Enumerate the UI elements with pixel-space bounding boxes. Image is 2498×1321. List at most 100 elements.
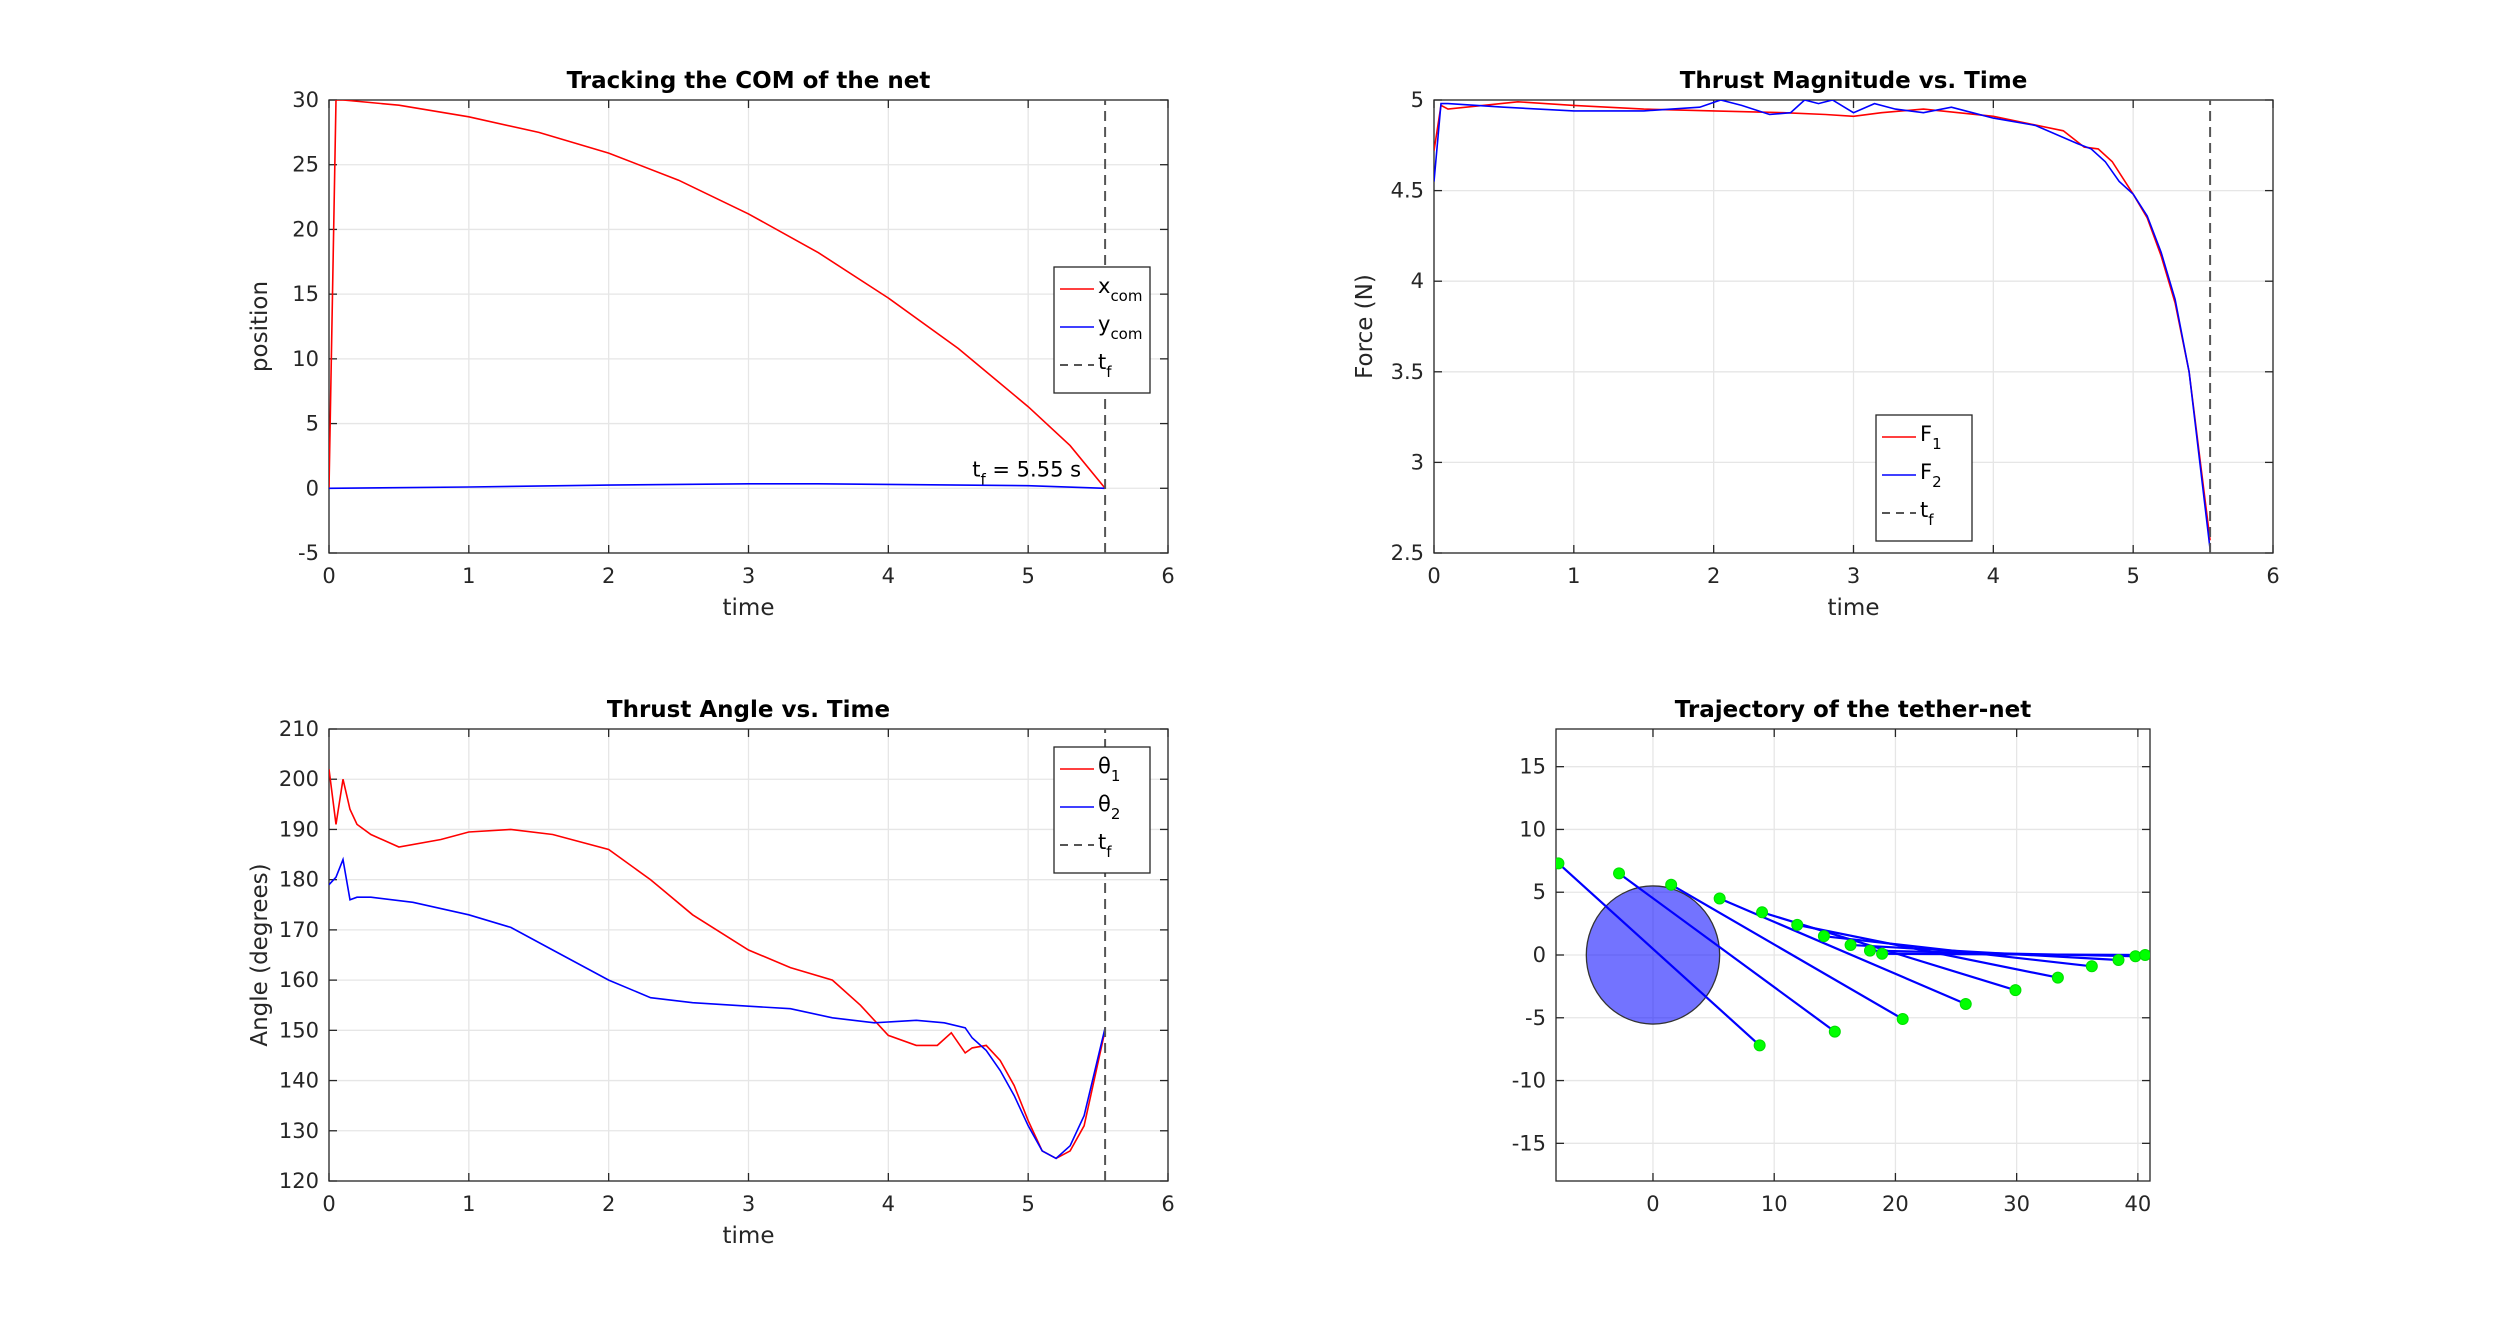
x-tick-label: 5 bbox=[1021, 1192, 1034, 1216]
chart-panel-2: 0 1 2 3 4 5 6 2.5 3 3.5 4 4.5 5 Thrust Magnitude vs. … bbox=[1352, 68, 2280, 621]
y-tick-label: 5 bbox=[306, 412, 319, 436]
net-node-point bbox=[1753, 1039, 1766, 1052]
x-axis-label: time bbox=[723, 595, 775, 621]
y-tick-label: 10 bbox=[1519, 817, 1546, 841]
y-tick-label: 10 bbox=[292, 347, 319, 371]
legend-box bbox=[1875, 414, 1973, 542]
plot-area bbox=[1434, 100, 2212, 553]
tf-annotation: tf = 5.55 s bbox=[972, 458, 1081, 489]
x-tick-label: 0 bbox=[322, 564, 335, 588]
grid bbox=[328, 728, 1169, 1182]
y-tick-label: 170 bbox=[279, 918, 319, 942]
y-tick-label: 3 bbox=[1411, 450, 1424, 474]
y-tick-label: -5 bbox=[298, 541, 319, 565]
x-tick-label: 6 bbox=[1161, 564, 1174, 588]
y-tick-label: 5 bbox=[1533, 880, 1546, 904]
net-node-point bbox=[1876, 947, 1889, 960]
x-tick-label: 0 bbox=[1646, 1192, 1659, 1216]
series-line-f-2 bbox=[1434, 100, 2211, 550]
x-tick-label: 4 bbox=[1987, 564, 2000, 588]
x-tick-label: 2 bbox=[602, 564, 615, 588]
plot-area bbox=[329, 100, 1107, 553]
legend-entry: tf bbox=[1098, 830, 1112, 861]
y-tick-label: 2.5 bbox=[1391, 541, 1424, 565]
grid bbox=[328, 99, 1169, 554]
legend-entry: θ2 bbox=[1098, 792, 1120, 823]
x-axis-label: time bbox=[1828, 595, 1880, 621]
tether-line bbox=[1882, 952, 2146, 957]
legend: θ1 θ2 tf bbox=[1053, 746, 1151, 874]
y-tick-label: 180 bbox=[279, 868, 319, 892]
tether-line bbox=[1557, 862, 1761, 1047]
x-tick-label: 1 bbox=[462, 1192, 475, 1216]
x-tick-label: 20 bbox=[1882, 1192, 1909, 1216]
y-tick-label: 190 bbox=[279, 817, 319, 841]
x-tick-label: 3 bbox=[1847, 564, 1860, 588]
x-tick-label: 10 bbox=[1761, 1192, 1788, 1216]
series-line-f-1 bbox=[1434, 100, 2211, 541]
legend-entry: xcom bbox=[1098, 274, 1142, 305]
net-node-point bbox=[1791, 918, 1804, 931]
y-tick-label: 150 bbox=[279, 1018, 319, 1042]
chart-title: Thrust Magnitude vs. Time bbox=[1680, 68, 2028, 94]
x-tick-label: 2 bbox=[1707, 564, 1720, 588]
net-node-point bbox=[1613, 867, 1626, 880]
net-node-point bbox=[1817, 930, 1830, 943]
legend: xcom ycom tf bbox=[1053, 266, 1151, 394]
net-node-point bbox=[1896, 1013, 1909, 1026]
x-tick-label: 40 bbox=[2125, 1192, 2152, 1216]
chart-title: Tracking the COM of the net bbox=[567, 68, 931, 94]
x-tick-label: 30 bbox=[2003, 1192, 2030, 1216]
y-tick-label: 0 bbox=[1533, 943, 1546, 967]
y-tick-label: 30 bbox=[292, 88, 319, 112]
x-tick-label: 5 bbox=[1021, 564, 1034, 588]
x-tick-label: 1 bbox=[462, 564, 475, 588]
x-tick-label: 4 bbox=[882, 1192, 895, 1216]
x-tick-label: 2 bbox=[602, 1192, 615, 1216]
y-tick-label: 120 bbox=[279, 1169, 319, 1193]
legend: F1 F2 tf bbox=[1875, 414, 1973, 542]
net-node-point bbox=[1863, 944, 1876, 957]
legend-entry: θ1 bbox=[1098, 754, 1120, 785]
y-tick-label: 160 bbox=[279, 968, 319, 992]
y-tick-label: 15 bbox=[1519, 755, 1546, 779]
plot-area bbox=[329, 729, 1107, 1181]
net-node-point bbox=[2009, 984, 2022, 997]
legend-box bbox=[1053, 266, 1151, 394]
y-tick-label: 200 bbox=[279, 767, 319, 791]
net-node-point bbox=[1828, 1025, 1841, 1038]
y-tick-label: 4 bbox=[1411, 269, 1424, 293]
net-node-point bbox=[1844, 938, 1857, 951]
x-tick-label: 3 bbox=[742, 564, 755, 588]
series-line-y-com bbox=[329, 482, 1106, 490]
net-node-point bbox=[2085, 960, 2098, 973]
x-axis-label: time bbox=[723, 1223, 775, 1249]
x-tick-label: 1 bbox=[1567, 564, 1580, 588]
y-tick-label: 0 bbox=[306, 476, 319, 500]
chart-panel-3: 0 1 2 3 4 5 6 120 130 140 150 160 170 180 190 200 210 Thr… bbox=[247, 697, 1175, 1249]
net-node-point bbox=[1665, 878, 1678, 891]
x-tick-label: 6 bbox=[1161, 1192, 1174, 1216]
legend-entry: tf bbox=[1098, 350, 1112, 381]
y-tick-label: 4.5 bbox=[1391, 179, 1424, 203]
y-tick-label: 140 bbox=[279, 1069, 319, 1093]
series-line-theta-2 bbox=[329, 856, 1106, 1160]
y-tick-label: -15 bbox=[1512, 1131, 1546, 1155]
x-tick-label: 5 bbox=[2126, 564, 2139, 588]
y-tick-label: -10 bbox=[1512, 1069, 1546, 1093]
tether-line bbox=[1618, 872, 1836, 1033]
x-tick-label: 6 bbox=[2266, 564, 2279, 588]
x-tick-label: 0 bbox=[1427, 564, 1440, 588]
legend-entry: ycom bbox=[1098, 312, 1142, 343]
y-axis-label: Force (N) bbox=[1352, 274, 1378, 379]
net-node-point bbox=[2139, 949, 2150, 961]
legend-entry: F2 bbox=[1920, 460, 1942, 491]
x-tick-label: 3 bbox=[742, 1192, 755, 1216]
series-line-theta-1 bbox=[329, 769, 1106, 1160]
legend-entry: tf bbox=[1920, 498, 1934, 529]
y-tick-label: 25 bbox=[292, 153, 319, 177]
y-axis-label: position bbox=[247, 281, 273, 372]
chart-title: Thrust Angle vs. Time bbox=[607, 697, 890, 723]
